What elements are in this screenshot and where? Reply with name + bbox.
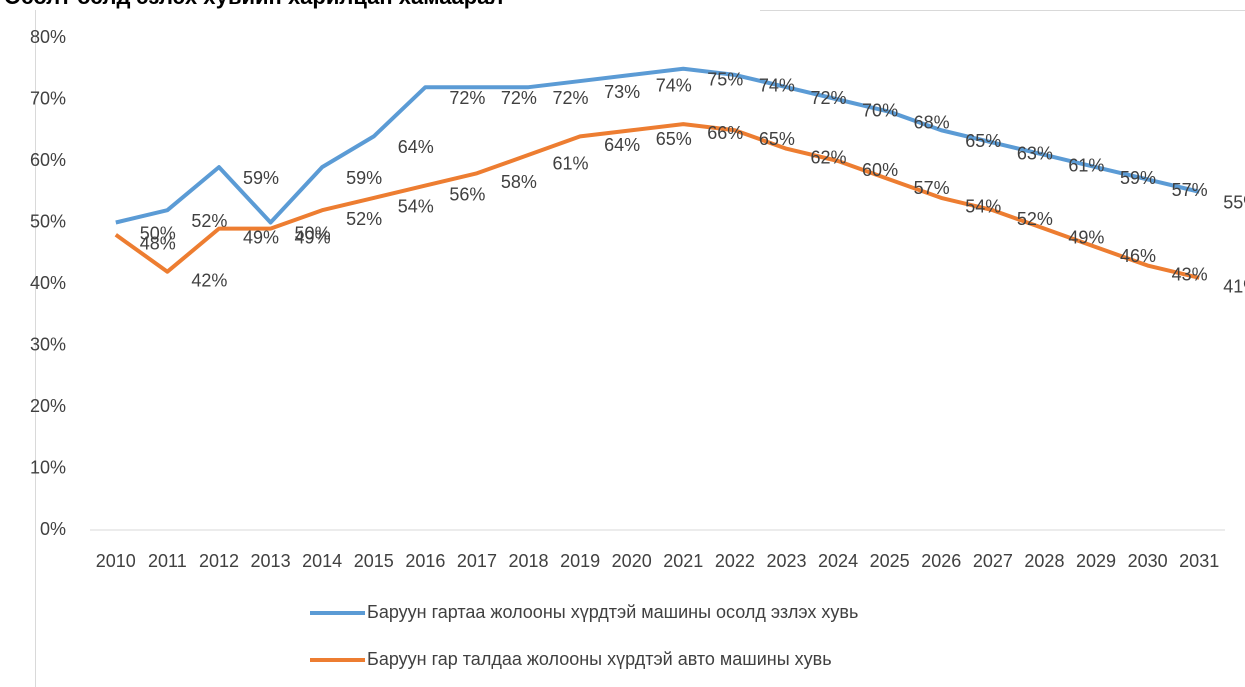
data-label: 72% xyxy=(810,88,846,108)
series-line xyxy=(115,66,1200,225)
x-tick-label: 2014 xyxy=(302,551,342,571)
data-label: 49% xyxy=(1068,227,1104,247)
y-tick-label: 30% xyxy=(30,334,66,354)
data-label: 65% xyxy=(965,131,1001,151)
data-label: 74% xyxy=(759,76,795,96)
data-label: 56% xyxy=(449,184,485,204)
data-label: 59% xyxy=(346,168,382,188)
data-label: 61% xyxy=(553,154,589,174)
x-tick-label: 2026 xyxy=(921,551,961,571)
data-label: 46% xyxy=(1120,246,1156,266)
y-tick-label: 50% xyxy=(30,211,66,231)
data-label: 54% xyxy=(965,197,1001,217)
data-label: 57% xyxy=(914,178,950,198)
data-label: 61% xyxy=(1068,156,1104,176)
x-tick-label: 2021 xyxy=(663,551,703,571)
data-label: 73% xyxy=(604,82,640,102)
data-label: 75% xyxy=(707,70,743,90)
data-label: 64% xyxy=(398,137,434,157)
data-label: 49% xyxy=(295,227,331,247)
data-label: 72% xyxy=(501,88,537,108)
y-tick-label: 20% xyxy=(30,396,66,416)
data-label: 52% xyxy=(1017,209,1053,229)
x-tick-label: 2012 xyxy=(199,551,239,571)
x-tick-label: 2023 xyxy=(766,551,806,571)
data-label: 41% xyxy=(1223,277,1245,297)
x-tick-label: 2015 xyxy=(354,551,394,571)
data-label: 60% xyxy=(862,160,898,180)
series-line xyxy=(114,122,1200,280)
data-label: 43% xyxy=(1172,264,1208,284)
data-label: 59% xyxy=(243,168,279,188)
legend-label: Баруун гар талдаа жолооны хүрдтэй авто м… xyxy=(367,649,832,669)
x-tick-label: 2016 xyxy=(405,551,445,571)
data-label: 72% xyxy=(449,88,485,108)
data-label: 62% xyxy=(810,147,846,167)
x-tick-label: 2022 xyxy=(715,551,755,571)
data-label: 66% xyxy=(707,123,743,143)
x-tick-label: 2011 xyxy=(148,551,187,571)
x-tick-label: 2024 xyxy=(818,551,858,571)
data-label: 72% xyxy=(553,88,589,108)
y-tick-label: 80% xyxy=(30,27,66,47)
data-label: 74% xyxy=(656,76,692,96)
y-tick-label: 10% xyxy=(30,457,66,477)
data-label: 63% xyxy=(1017,143,1053,163)
data-label: 65% xyxy=(759,129,795,149)
data-label: 65% xyxy=(656,129,692,149)
x-tick-label: 2031 xyxy=(1179,551,1219,571)
x-tick-label: 2010 xyxy=(96,551,136,571)
data-label: 49% xyxy=(243,227,279,247)
x-tick-label: 2018 xyxy=(508,551,548,571)
data-label: 48% xyxy=(140,234,176,254)
x-tick-label: 2028 xyxy=(1024,551,1064,571)
data-label: 58% xyxy=(501,172,537,192)
legend-label: Баруун гартаа жолооны хүрдтэй машины осо… xyxy=(367,602,858,622)
data-label: 54% xyxy=(398,197,434,217)
data-label: 64% xyxy=(604,135,640,155)
data-label: 50% xyxy=(295,223,331,243)
data-label: 70% xyxy=(862,100,898,120)
y-tick-label: 0% xyxy=(40,519,66,539)
x-tick-label: 2020 xyxy=(612,551,652,571)
x-tick-label: 2019 xyxy=(560,551,600,571)
y-tick-label: 70% xyxy=(30,88,66,108)
x-tick-label: 2013 xyxy=(251,551,291,571)
x-tick-label: 2017 xyxy=(457,551,497,571)
data-label: 42% xyxy=(191,270,227,290)
data-label: 52% xyxy=(346,209,382,229)
x-tick-label: 2027 xyxy=(973,551,1013,571)
data-label: 55% xyxy=(1223,193,1245,213)
x-tick-label: 2029 xyxy=(1076,551,1116,571)
y-tick-label: 60% xyxy=(30,150,66,170)
y-tick-label: 40% xyxy=(30,273,66,293)
data-label: 57% xyxy=(1172,180,1208,200)
chart-title: Осолт ослд эзлэх хувийн харилцан хамаара… xyxy=(4,0,503,9)
data-label: 68% xyxy=(914,113,950,133)
data-label: 59% xyxy=(1120,168,1156,188)
data-label: 50% xyxy=(140,223,176,243)
x-tick-label: 2025 xyxy=(870,551,910,571)
x-tick-label: 2030 xyxy=(1128,551,1168,571)
data-label: 52% xyxy=(191,211,227,231)
